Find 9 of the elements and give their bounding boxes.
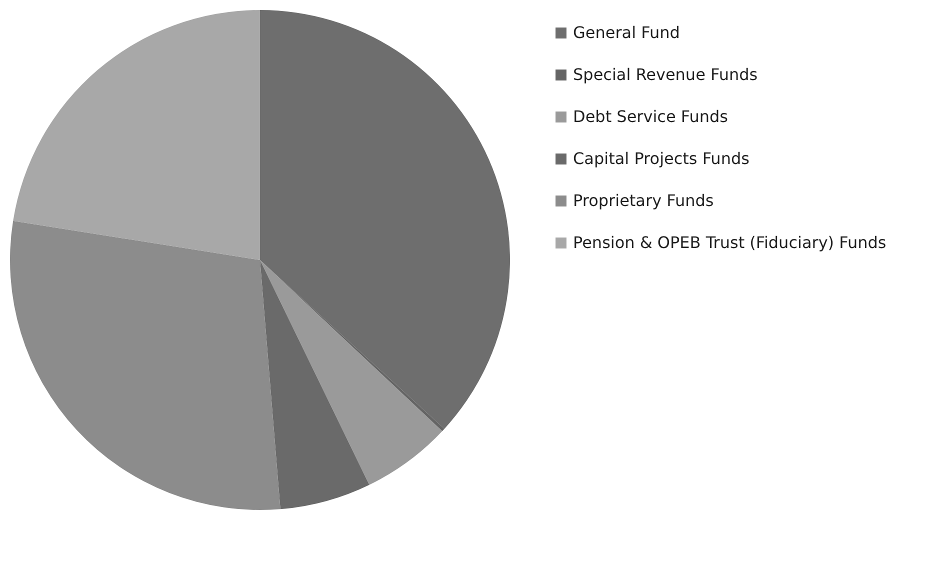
legend-label: Capital Projects Funds	[573, 149, 750, 168]
pie-slice	[13, 10, 260, 260]
pie-slice	[10, 220, 280, 510]
legend-label: Pension & OPEB Trust (Fiduciary) Funds	[573, 233, 886, 252]
legend-label: General Fund	[573, 23, 680, 42]
legend-label: Debt Service Funds	[573, 107, 728, 126]
pie-slice	[260, 260, 442, 485]
legend-label: Proprietary Funds	[573, 191, 714, 210]
legend-label: Special Revenue Funds	[573, 65, 758, 84]
